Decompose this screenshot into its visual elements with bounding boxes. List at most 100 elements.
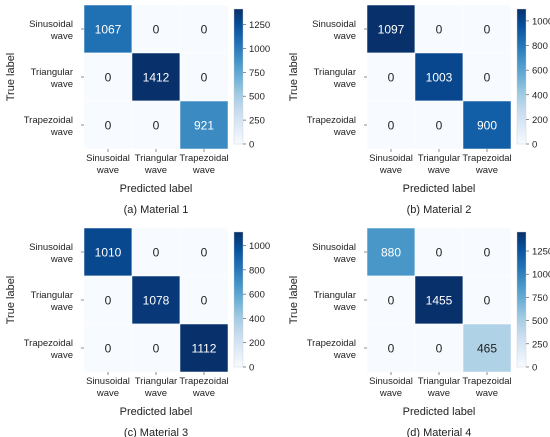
y-tick-label-triangular-wave: wave — [50, 79, 73, 90]
cell-value-label: 0 — [388, 71, 395, 85]
cell-value-label: 0 — [153, 119, 160, 133]
y-tick-label-triangular-wave: Triangular — [314, 67, 356, 78]
heatmap-cell-r1-c2 — [414, 4, 464, 54]
x-tick-label-trapezoidal-wave: wave — [192, 165, 215, 176]
cell-value-label: 0 — [388, 119, 395, 133]
confusion-matrix-panel-2: 1097 0 00 1003 00 0 900SinusoidalwaveTriangula… — [288, 4, 550, 216]
y-tick-label-trapezoidal-wave: wave — [333, 350, 356, 361]
y-tick-label-sinusoidal-wave: Sinusoidal — [29, 19, 73, 30]
colorbar-tick-label: 1000 — [249, 241, 270, 252]
colorbar — [516, 8, 527, 145]
colorbar-tick-label: 500 — [532, 316, 548, 327]
colorbar-tick-label: 1000 — [532, 16, 550, 27]
colorbar-tick-label: 600 — [249, 290, 265, 301]
x-tick-label-sinusoidal-wave: Sinusoidal — [86, 153, 130, 164]
x-tick-label-sinusoidal-wave: wave — [96, 165, 119, 176]
y-axis-label: True label — [288, 276, 300, 325]
confusion-matrix-panel-3: 1010 0 00 1078 00 0 1112SinusoidalwaveTriangul… — [5, 227, 270, 437]
x-tick-label-triangular-wave: wave — [144, 388, 167, 399]
cell-value-label: 1010 — [95, 246, 122, 260]
y-tick-label-triangular-wave: Triangular — [314, 290, 356, 301]
y-tick-label-triangular-wave: wave — [50, 302, 73, 313]
colorbar-tick-label: 750 — [249, 68, 265, 79]
x-tick-label-triangular-wave: wave — [144, 165, 167, 176]
y-tick-label-trapezoidal-wave: wave — [50, 127, 73, 138]
x-axis-label: Predicted label — [403, 406, 476, 418]
x-axis-label: Predicted label — [120, 406, 193, 418]
colorbar-tick-label: 800 — [532, 41, 548, 52]
colorbar-tick-label: 250 — [249, 116, 265, 127]
cell-value-label: 0 — [153, 246, 160, 260]
heatmap-cell-r2-c2 — [414, 52, 464, 102]
colorbar — [233, 231, 244, 368]
heatmap-cell-r2-c3 — [179, 52, 229, 102]
panel-caption: (c) Material 3 — [124, 427, 188, 437]
y-tick-label-sinusoidal-wave: wave — [333, 31, 356, 42]
cell-value-label: 0 — [484, 246, 491, 260]
colorbar-tick-label: 1000 — [532, 270, 550, 281]
cell-value-label: 921 — [194, 119, 214, 133]
heatmap-cell-r2-c1 — [83, 52, 133, 102]
colorbar-tick-label: 0 — [532, 363, 537, 374]
x-axis-label: Predicted label — [120, 183, 193, 195]
y-tick-label-trapezoidal-wave: Trapezoidal — [307, 338, 356, 349]
x-tick-label-sinusoidal-wave: Sinusoidal — [369, 376, 413, 387]
colorbar-tick-label: 200 — [249, 338, 265, 349]
y-tick-label-trapezoidal-wave: Trapezoidal — [307, 115, 356, 126]
colorbar-tick-label: 0 — [249, 140, 254, 151]
y-tick-label-sinusoidal-wave: wave — [50, 31, 73, 42]
cell-value-label: 880 — [381, 246, 401, 260]
heatmap-cell-r1-c3 — [179, 4, 229, 54]
heatmap-cell-r1-c3 — [462, 227, 512, 277]
heatmap-cell-r2-c3 — [462, 275, 512, 325]
colorbar-tick-label: 1250 — [249, 20, 270, 31]
heatmap-cell-r3-c3 — [462, 323, 512, 373]
x-tick-label-sinusoidal-wave: wave — [379, 165, 402, 176]
colorbar-tick-label: 600 — [532, 66, 548, 77]
heatmap-cell-r3-c2 — [131, 323, 181, 373]
x-tick-label-trapezoidal-wave: Trapezoidal — [462, 376, 511, 387]
cell-value-label: 0 — [201, 23, 208, 37]
colorbar — [233, 8, 244, 145]
cell-value-label: 0 — [388, 294, 395, 308]
panel-caption: (a) Material 1 — [124, 204, 189, 216]
cell-value-label: 0 — [436, 246, 443, 260]
panel-caption: (d) Material 4 — [407, 427, 472, 437]
x-tick-label-trapezoidal-wave: wave — [192, 388, 215, 399]
heatmap-cell-r3-c1 — [366, 100, 416, 150]
x-tick-label-trapezoidal-wave: wave — [475, 388, 498, 399]
colorbar-tick-label: 0 — [532, 140, 537, 151]
colorbar-tick-label: 750 — [532, 293, 548, 304]
cell-value-label: 0 — [436, 342, 443, 356]
y-tick-label-triangular-wave: Triangular — [31, 290, 73, 301]
y-tick-label-trapezoidal-wave: Trapezoidal — [24, 338, 73, 349]
cell-value-label: 0 — [201, 71, 208, 85]
x-tick-label-trapezoidal-wave: wave — [475, 165, 498, 176]
cell-value-label: 1097 — [378, 23, 405, 37]
heatmap-cell-r1-c3 — [179, 227, 229, 277]
heatmap-cell-r3-c3 — [462, 100, 512, 150]
heatmap-cell-r3-c2 — [414, 100, 464, 150]
x-tick-label-triangular-wave: wave — [427, 388, 450, 399]
colorbar-tick-label: 400 — [532, 90, 548, 101]
cell-value-label: 1112 — [192, 342, 217, 356]
colorbar-tick-label: 1250 — [532, 247, 550, 258]
x-tick-label-sinusoidal-wave: wave — [96, 388, 119, 399]
y-tick-label-sinusoidal-wave: wave — [50, 254, 73, 265]
y-tick-label-trapezoidal-wave: wave — [50, 350, 73, 361]
cell-value-label: 1067 — [95, 23, 122, 37]
x-tick-label-triangular-wave: Triangular — [418, 153, 460, 164]
colorbar-tick-label: 500 — [249, 92, 265, 103]
heatmap-cell-r1-c1 — [366, 4, 416, 54]
heatmap-cell-r2-c3 — [179, 275, 229, 325]
x-tick-label-triangular-wave: wave — [427, 165, 450, 176]
heatmap-cell-r3-c2 — [131, 100, 181, 150]
colorbar-tick-label: 1000 — [249, 44, 270, 55]
x-tick-label-triangular-wave: Triangular — [135, 153, 177, 164]
x-tick-label-sinusoidal-wave: Sinusoidal — [369, 153, 413, 164]
x-axis-label: Predicted label — [403, 183, 476, 195]
confusion-matrix-panel-4: 880 0 00 1455 00 0 465SinusoidalwaveTriangular… — [288, 227, 550, 437]
x-tick-label-sinusoidal-wave: Sinusoidal — [86, 376, 130, 387]
y-tick-label-triangular-wave: wave — [333, 79, 356, 90]
cell-value-label: 0 — [153, 23, 160, 37]
